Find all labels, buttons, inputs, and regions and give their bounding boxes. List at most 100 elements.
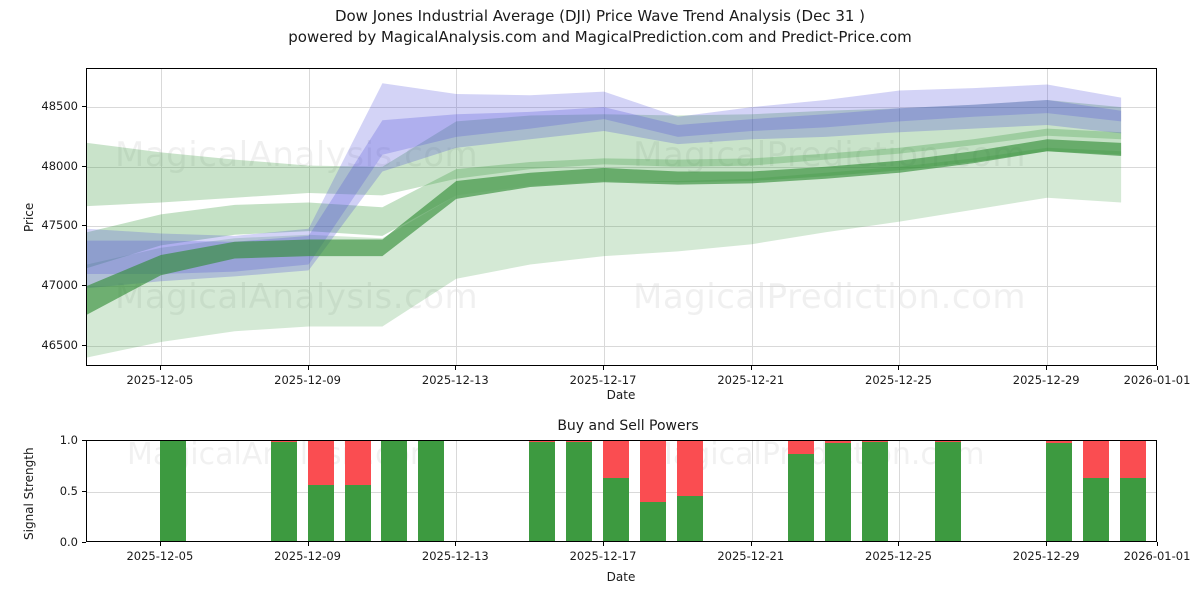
price-wave-bands <box>87 83 1122 358</box>
xtick-mark <box>1157 366 1158 370</box>
gridline-vertical <box>456 69 458 365</box>
wave-band-blue-band-mid <box>87 100 1122 289</box>
sell-power-segment <box>270 441 297 443</box>
xtick-label: 2026-01-01 <box>1123 373 1191 387</box>
buy-power-segment <box>1083 478 1110 541</box>
gridline-vertical <box>604 69 606 365</box>
gridline-horizontal <box>87 107 1156 109</box>
buy-power-segment <box>861 441 888 541</box>
sell-power-segment <box>824 441 851 443</box>
xtick-label: 2025-12-25 <box>865 549 932 563</box>
signal-bar[interactable] <box>344 441 371 541</box>
buy-power-segment <box>270 442 297 541</box>
xtick-mark <box>1157 542 1158 546</box>
signal-bar[interactable] <box>1083 441 1110 541</box>
ytick-label: 47500 <box>41 218 78 233</box>
signal-bar[interactable] <box>1120 441 1147 541</box>
xtick-mark <box>307 366 309 370</box>
wave-band-green-band-lower <box>87 147 1122 358</box>
signal-bar[interactable] <box>159 441 186 541</box>
xtick-mark <box>750 542 752 546</box>
lower-plot-title: Buy and Sell Powers <box>557 418 699 434</box>
gridline-vertical <box>1047 69 1049 365</box>
sell-power-segment <box>529 441 556 443</box>
sell-power-segment <box>566 441 593 443</box>
xtick-label: 2025-12-13 <box>421 549 489 563</box>
xtick-label: 2025-12-13 <box>421 373 489 387</box>
gridline-vertical <box>899 441 901 541</box>
signal-bar[interactable] <box>676 441 703 541</box>
ytick-label: 48500 <box>41 99 78 114</box>
sell-power-segment <box>344 441 371 486</box>
upper-xaxis-title: Date <box>606 388 636 402</box>
buy-power-segment <box>307 485 334 541</box>
signal-bar[interactable] <box>935 441 962 541</box>
signal-bar[interactable] <box>640 441 666 541</box>
sell-power-segment <box>640 441 666 502</box>
buy-power-segment <box>159 441 186 541</box>
xtick-label: 2025-12-29 <box>1012 549 1080 563</box>
buy-sell-powers-plot: MagicalAnalysis.com MagicalPrediction.co… <box>86 440 1157 542</box>
ytick-label: 48000 <box>41 158 78 173</box>
signal-bar[interactable] <box>418 441 445 541</box>
gridline-vertical <box>160 69 162 365</box>
buy-power-segment <box>529 442 556 541</box>
ytick-label: 0.0 <box>59 535 78 549</box>
ytick-mark <box>82 165 86 167</box>
ytick-mark <box>82 491 86 492</box>
xtick-mark <box>750 366 752 370</box>
ytick-mark <box>82 225 86 227</box>
xtick-mark <box>1046 542 1048 546</box>
xtick-mark <box>1046 366 1048 370</box>
ytick-mark <box>82 542 86 543</box>
xtick-label: 2025-12-29 <box>1012 373 1080 387</box>
gridline-horizontal <box>87 345 1156 347</box>
xtick-mark <box>455 366 457 370</box>
signal-bar[interactable] <box>529 441 556 541</box>
ytick-mark <box>82 344 86 346</box>
buy-power-segment <box>935 441 962 541</box>
upper-yaxis-title: Price <box>22 202 36 232</box>
sell-power-segment <box>603 441 629 479</box>
sell-power-segment <box>307 441 334 486</box>
xtick-label: 2026-01-01 <box>1123 549 1191 563</box>
bars-layer <box>87 441 1156 541</box>
xtick-label: 2025-12-25 <box>865 373 932 387</box>
title-line-2: powered by MagicalAnalysis.com and Magic… <box>288 28 912 46</box>
ytick-label: 1.0 <box>59 433 78 447</box>
gridline-vertical <box>751 441 753 541</box>
xtick-label: 2025-12-09 <box>274 373 341 387</box>
sell-power-segment <box>861 441 888 442</box>
signal-bar[interactable] <box>381 441 408 541</box>
lower-yaxis-title: Signal Strength <box>22 447 36 540</box>
gridline-vertical <box>899 69 901 365</box>
buy-power-segment <box>787 453 814 541</box>
wave-band-green-band-upper <box>87 100 1122 207</box>
signal-bar[interactable] <box>270 441 297 541</box>
signal-bar[interactable] <box>1046 441 1073 541</box>
xtick-mark <box>603 542 605 546</box>
xtick-label: 2025-12-05 <box>126 373 194 387</box>
page-title: Dow Jones Industrial Average (DJI) Price… <box>0 6 1200 48</box>
buy-power-segment <box>566 442 593 541</box>
xtick-mark <box>307 542 309 546</box>
xtick-label: 2025-12-21 <box>717 373 785 387</box>
signal-bar[interactable] <box>824 441 851 541</box>
signal-bar[interactable] <box>861 441 888 541</box>
signal-bar[interactable] <box>307 441 334 541</box>
signal-bar[interactable] <box>603 441 629 541</box>
gridline-vertical <box>308 69 310 365</box>
title-line-1: Dow Jones Industrial Average (DJI) Price… <box>334 7 866 25</box>
signal-bar[interactable] <box>566 441 593 541</box>
buy-power-segment <box>603 478 629 541</box>
signal-bar[interactable] <box>787 441 814 541</box>
gridline-horizontal <box>87 226 1156 228</box>
sell-power-segment <box>1120 441 1147 479</box>
ytick-label: 0.5 <box>59 484 78 498</box>
buy-power-segment <box>824 442 851 541</box>
lower-xaxis-title: Date <box>606 570 636 584</box>
sell-power-segment <box>787 441 814 454</box>
xtick-label: 2025-12-17 <box>569 549 637 563</box>
gridline-vertical <box>456 441 458 541</box>
